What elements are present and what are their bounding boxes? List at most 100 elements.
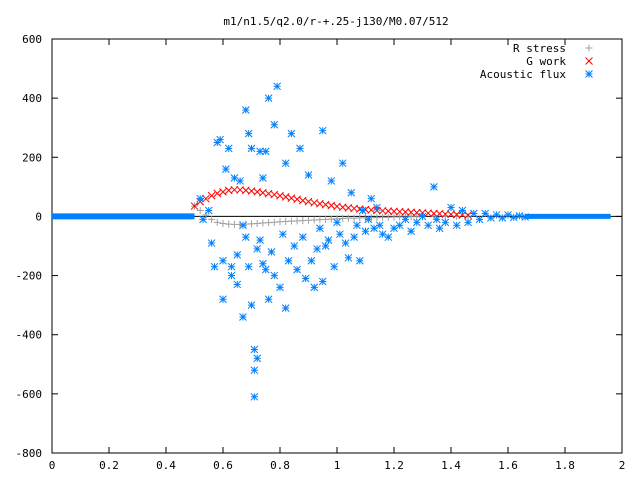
- legend-marker: [585, 57, 593, 65]
- legend-marker: [585, 70, 593, 78]
- data-point: [384, 233, 393, 241]
- data-point: [241, 233, 250, 241]
- x-tick-label: 0.4: [156, 459, 176, 472]
- data-point: [378, 206, 387, 215]
- data-point: [247, 144, 256, 153]
- data-layer: [52, 82, 611, 401]
- data-point: [196, 207, 204, 215]
- x-tick-label: 2: [619, 459, 626, 472]
- data-point: [253, 220, 261, 228]
- data-point: [219, 188, 227, 196]
- data-point: [250, 392, 259, 401]
- x-tick-label: 1: [334, 459, 341, 472]
- data-point: [390, 207, 398, 216]
- x-tick-label: 1.6: [498, 459, 518, 472]
- data-point: [307, 256, 316, 265]
- data-point: [247, 301, 256, 309]
- x-tick-label: 0.2: [99, 459, 119, 472]
- data-point: [509, 213, 518, 222]
- x-tick-label: 1.2: [384, 459, 404, 472]
- legend-label: G work: [526, 55, 566, 68]
- chart-title: m1/n1.5/q2.0/r-+.25-j130/M0.07/512: [223, 15, 448, 28]
- data-point: [344, 253, 353, 262]
- plot-frame: [51, 38, 623, 454]
- data-point: [318, 277, 327, 286]
- data-point: [261, 265, 270, 274]
- data-point: [219, 295, 227, 304]
- data-point: [293, 265, 301, 274]
- data-point: [401, 215, 410, 224]
- data-point: [341, 239, 350, 247]
- data-point: [447, 203, 455, 212]
- data-point: [270, 120, 279, 129]
- x-tick-label: 0.8: [270, 459, 290, 472]
- data-point: [256, 147, 264, 156]
- data-point: [270, 218, 278, 226]
- data-point: [464, 218, 472, 227]
- data-point: [432, 215, 441, 224]
- data-point: [202, 211, 210, 219]
- data-point: [384, 207, 393, 215]
- data-point: [207, 191, 216, 200]
- data-point: [435, 209, 444, 218]
- data-point: [264, 295, 273, 304]
- y-tick-label: 400: [22, 92, 42, 105]
- data-point: [327, 177, 336, 185]
- data-point: [324, 236, 333, 244]
- data-point: [256, 236, 264, 244]
- y-tick-label: 0: [35, 210, 42, 223]
- data-point: [424, 209, 433, 218]
- data-point: [210, 262, 219, 271]
- legend-label: Acoustic flux: [480, 68, 566, 81]
- y-tick-label: -800: [16, 447, 43, 460]
- data-point: [216, 135, 225, 144]
- data-point: [259, 174, 267, 182]
- data-point: [458, 206, 467, 215]
- data-point: [364, 215, 373, 224]
- y-tick-label: -600: [16, 388, 43, 401]
- data-point: [241, 106, 250, 114]
- data-point: [452, 210, 461, 219]
- data-point: [430, 209, 438, 218]
- data-point: [335, 230, 344, 239]
- y-tick-label: -400: [16, 329, 43, 342]
- data-point: [281, 304, 290, 312]
- data-point: [270, 271, 279, 280]
- series-1: [190, 185, 472, 220]
- data-point: [441, 210, 450, 218]
- data-point: [441, 218, 450, 227]
- data-point: [233, 280, 242, 289]
- data-point: [313, 245, 321, 253]
- data-point: [316, 224, 324, 233]
- data-point: [239, 221, 247, 230]
- data-point: [224, 144, 233, 153]
- data-point: [430, 183, 438, 191]
- data-point: [373, 203, 381, 212]
- data-point: [281, 159, 290, 168]
- data-point: [199, 215, 207, 224]
- y-tick-label: -200: [16, 270, 43, 283]
- series-2: [52, 82, 611, 401]
- data-point: [464, 211, 472, 220]
- data-point: [395, 207, 404, 216]
- data-point: [227, 271, 236, 280]
- data-point: [219, 220, 227, 228]
- data-point: [202, 194, 210, 203]
- legend-label: R stress: [513, 42, 566, 55]
- data-point: [375, 221, 384, 230]
- data-point: [204, 206, 213, 215]
- data-point: [347, 188, 356, 197]
- data-point: [221, 165, 230, 173]
- data-point: [208, 215, 216, 223]
- data-point: [353, 221, 361, 230]
- data-point: [227, 262, 236, 271]
- data-point: [253, 245, 262, 253]
- data-point: [290, 242, 299, 250]
- data-point: [190, 202, 199, 210]
- data-point: [233, 251, 242, 259]
- data-point: [407, 208, 415, 217]
- data-point: [418, 209, 427, 217]
- data-point: [481, 209, 490, 218]
- data-point: [412, 208, 421, 217]
